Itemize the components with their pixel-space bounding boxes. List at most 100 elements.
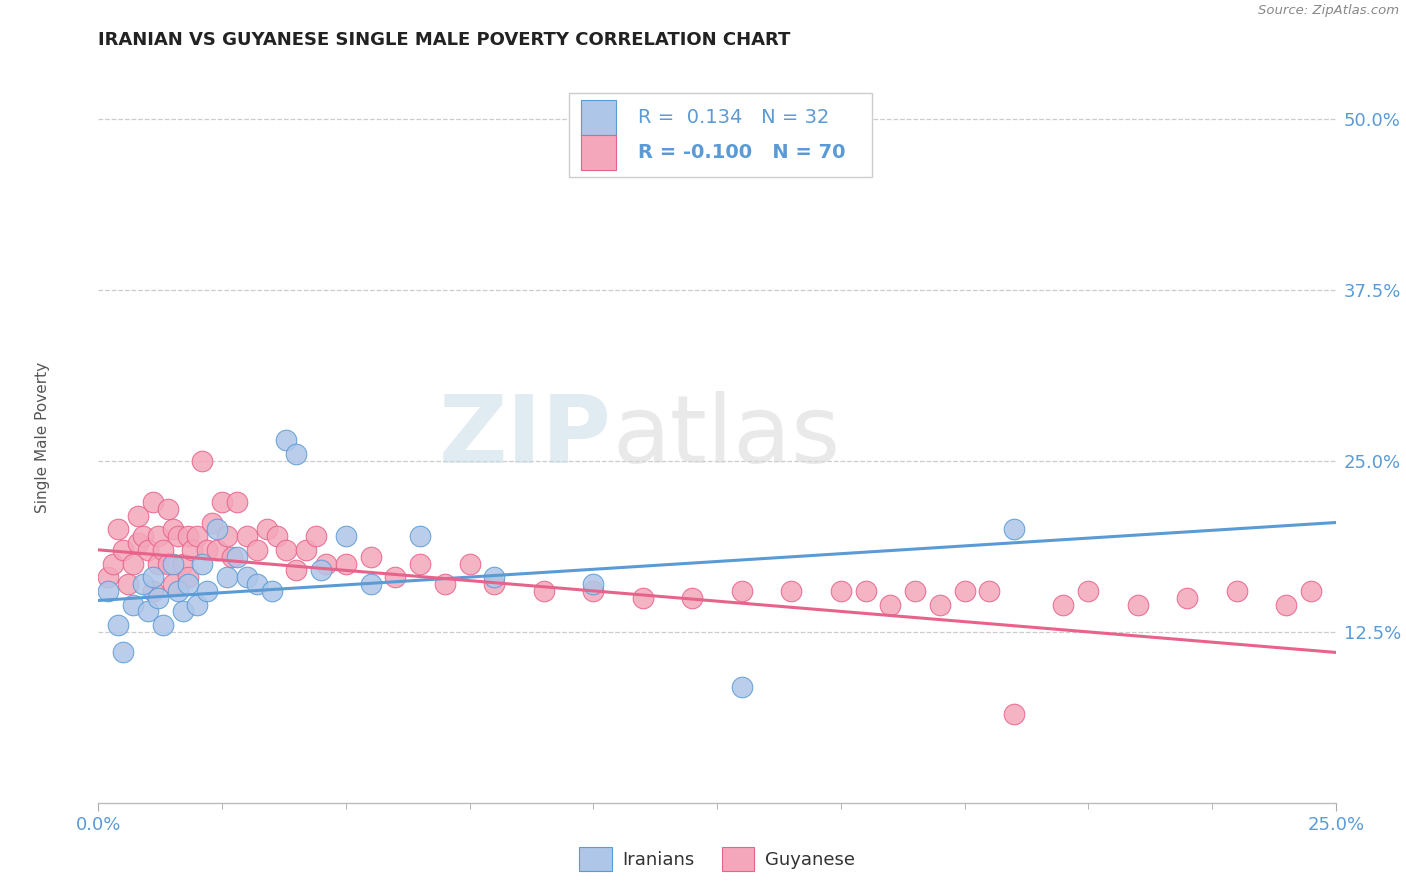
Point [681,591,703,605]
Point [127,508,149,523]
Point [186,598,208,612]
Text: R = -0.100   N = 70: R = -0.100 N = 70 [638,143,845,162]
Point [162,557,184,571]
Point [458,557,481,571]
Point [152,618,174,632]
Text: Single Male Poverty: Single Male Poverty [35,361,51,513]
Point [1052,598,1074,612]
Point [176,570,198,584]
Point [780,583,803,598]
Point [285,563,308,577]
Point [582,577,605,591]
Point [1275,598,1298,612]
Point [246,577,269,591]
Point [146,591,169,605]
Point [211,495,233,509]
Point [191,557,214,571]
Point [1002,706,1025,721]
Point [256,522,278,536]
Point [1226,583,1249,598]
Point [97,570,120,584]
Point [631,591,654,605]
Point [107,618,129,632]
Point [205,542,228,557]
Point [246,542,269,557]
Point [162,577,184,591]
Point [181,542,204,557]
Point [186,529,208,543]
Point [132,577,155,591]
Point [830,583,852,598]
Point [226,495,249,509]
Point [409,557,432,571]
Point [295,542,318,557]
Point [953,583,976,598]
Point [1077,583,1099,598]
Point [285,447,308,461]
Point [904,583,927,598]
Point [1126,598,1149,612]
Point [335,529,357,543]
Point [156,501,179,516]
Point [226,549,249,564]
Point [217,529,239,543]
Text: Source: ZipAtlas.com: Source: ZipAtlas.com [1258,4,1399,18]
Point [166,529,188,543]
Point [191,454,214,468]
Point [117,577,139,591]
Point [855,583,877,598]
Point [731,583,754,598]
Point [142,583,165,598]
Point [142,495,165,509]
Point [176,577,198,591]
Point [122,557,145,571]
Point [142,570,165,584]
Point [1299,583,1322,598]
Point [360,577,382,591]
Point [136,604,159,618]
Point [205,522,228,536]
Point [276,434,298,448]
Point [201,516,224,530]
Point [103,557,125,571]
Point [127,536,149,550]
Point [146,557,169,571]
Point [146,529,169,543]
Point [195,583,218,598]
Point [484,577,506,591]
Point [260,583,283,598]
Point [335,557,357,571]
Text: IRANIAN VS GUYANESE SINGLE MALE POVERTY CORRELATION CHART: IRANIAN VS GUYANESE SINGLE MALE POVERTY … [98,31,790,49]
Point [360,549,382,564]
Point [305,529,328,543]
Point [384,570,406,584]
Point [172,604,194,618]
Point [433,577,456,591]
Point [582,583,605,598]
Point [236,529,259,543]
Legend: Iranians, Guyanese: Iranians, Guyanese [572,840,862,878]
Point [266,529,288,543]
Text: atlas: atlas [612,391,841,483]
Point [176,529,198,543]
Point [217,570,239,584]
Point [132,529,155,543]
Point [112,645,135,659]
Point [979,583,1001,598]
Point [172,557,194,571]
Point [221,549,243,564]
FancyBboxPatch shape [581,100,616,135]
Point [107,522,129,536]
Point [162,522,184,536]
Point [156,557,179,571]
Point [533,583,555,598]
Point [166,583,188,598]
Point [236,570,259,584]
Point [276,542,298,557]
Point [409,529,432,543]
Point [484,570,506,584]
Point [731,680,754,694]
FancyBboxPatch shape [568,94,872,178]
Text: R =  0.134   N = 32: R = 0.134 N = 32 [638,108,830,127]
Point [928,598,950,612]
